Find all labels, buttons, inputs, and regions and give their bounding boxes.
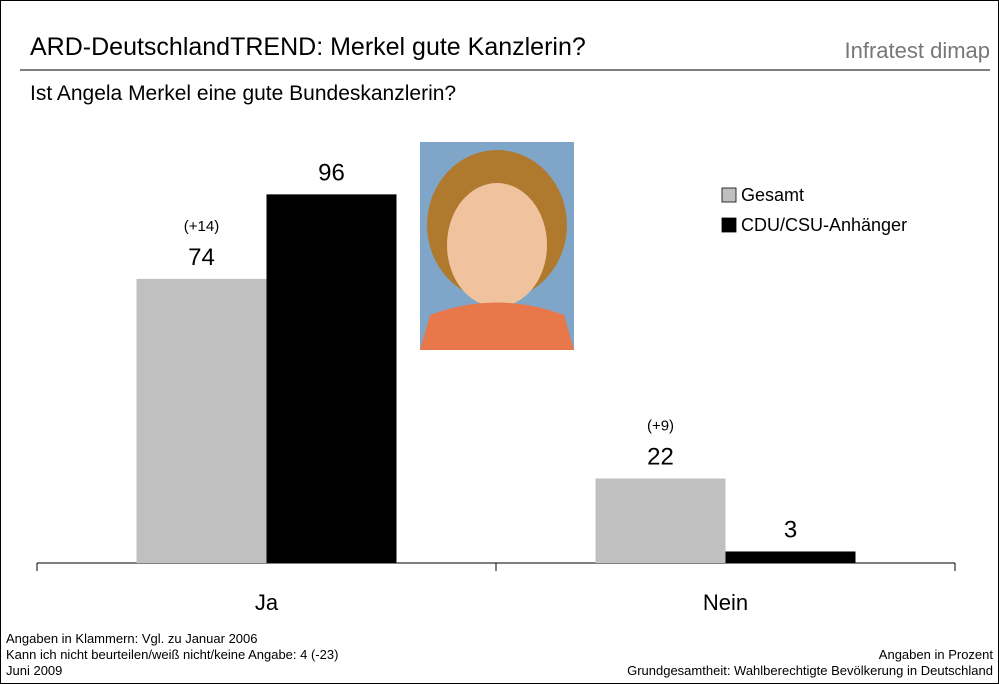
change-label: (+9) [647,418,674,435]
change-label: (+14) [184,218,219,235]
footnote: Juni 2009 [6,663,62,678]
bar [136,278,267,563]
bar [725,551,856,563]
x-tick-label: Ja [255,590,279,615]
footnote: Angaben in Prozent [879,647,994,662]
footnote: Kann ich nicht beurteilen/weiß nicht/kei… [6,647,338,662]
footnote: Grundgesamtheit: Wahlberechtigte Bevölke… [627,663,993,678]
value-label: 74 [188,244,215,271]
subtitle: Ist Angela Merkel eine gute Bundeskanzle… [30,82,456,105]
value-label: 22 [647,444,674,471]
photo [420,142,574,350]
x-tick-label: Nein [703,590,748,615]
brand: Infratest dimap [844,38,990,63]
legend-swatch [721,187,737,203]
legend-label: Gesamt [741,185,804,205]
legend-label: CDU/CSU-Anhänger [741,215,907,235]
legend-swatch [721,217,737,233]
value-label: 3 [784,516,797,543]
value-label: 96 [318,159,345,186]
bar [266,194,397,564]
chart-title: ARD-DeutschlandTREND: Merkel gute Kanzle… [30,33,586,61]
bar [595,478,726,563]
footnote: Angaben in Klammern: Vgl. zu Januar 2006 [6,631,258,646]
